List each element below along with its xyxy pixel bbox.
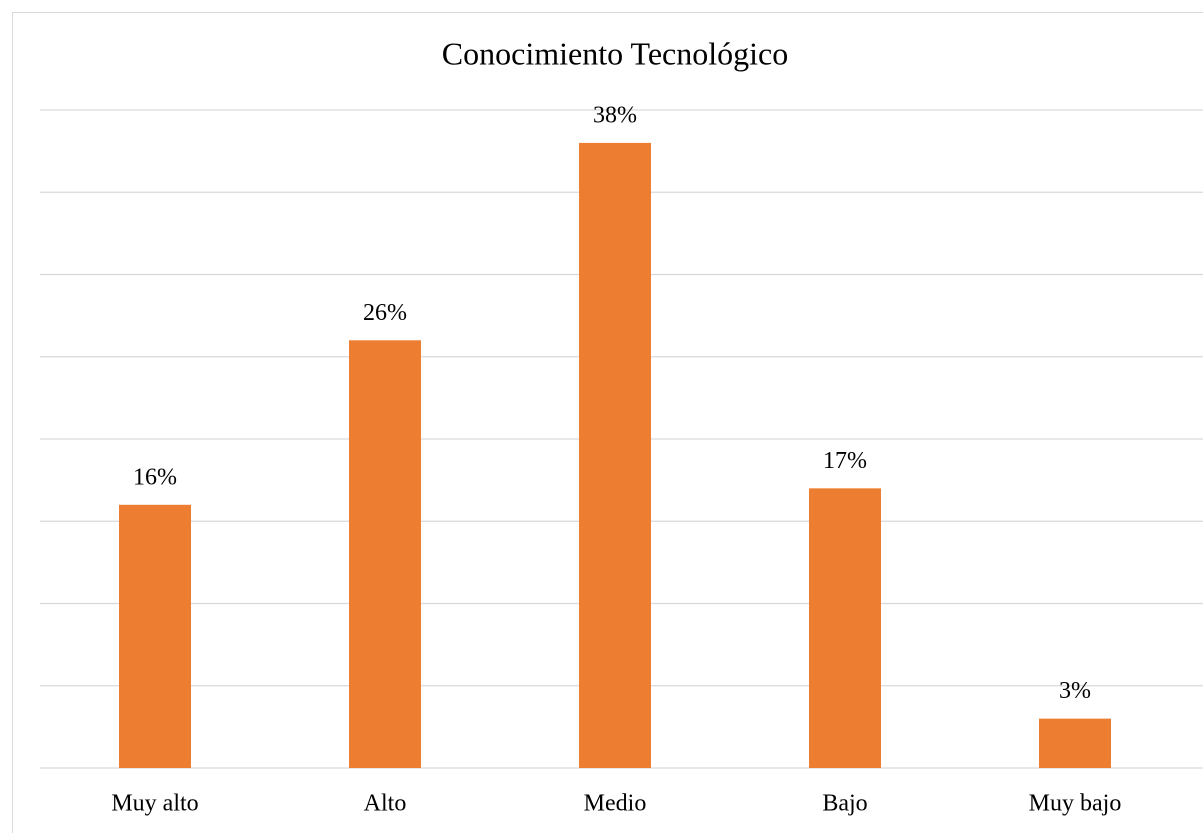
data-label: 16%: [133, 464, 177, 490]
data-label: 26%: [363, 300, 407, 326]
bar: [1039, 718, 1111, 768]
data-label: 38%: [593, 102, 637, 128]
bar: [809, 488, 881, 768]
bar: [349, 340, 421, 768]
data-label: 3%: [1059, 678, 1091, 704]
chart-title: Conocimiento Tecnológico: [442, 35, 788, 71]
bar: [119, 504, 191, 768]
data-label: 17%: [823, 448, 867, 474]
x-tick-label: Muy alto: [111, 791, 198, 817]
x-tick-label: Alto: [364, 791, 407, 817]
x-tick-label: Muy bajo: [1029, 791, 1122, 817]
x-tick-label: Bajo: [822, 791, 867, 817]
x-tick-label: Medio: [584, 791, 647, 817]
bar: [579, 142, 651, 768]
